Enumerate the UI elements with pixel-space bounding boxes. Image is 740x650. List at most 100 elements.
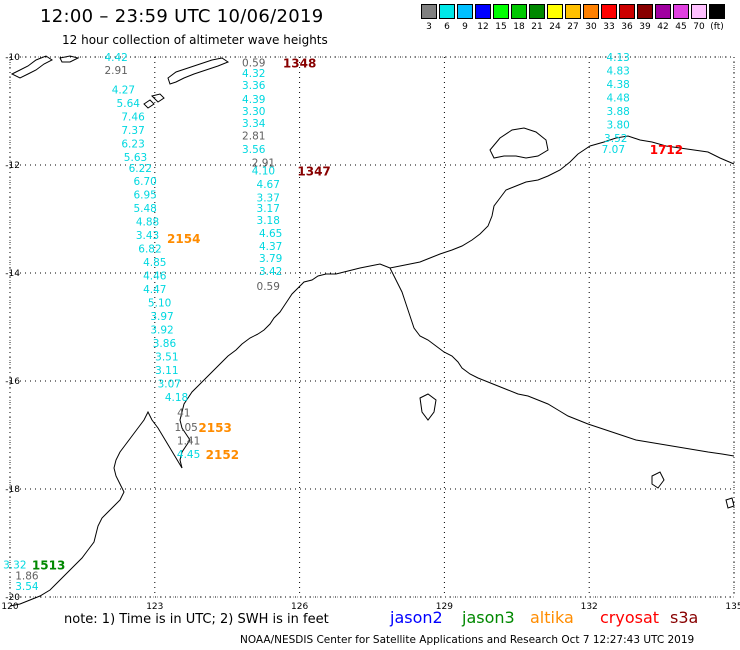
scale-swatch bbox=[709, 4, 725, 19]
wave-height-value: 4.32 bbox=[242, 68, 265, 80]
scale-label: 3 bbox=[426, 22, 432, 32]
wave-height-value: 6.22 bbox=[129, 163, 152, 175]
wave-height-value: 3.36 bbox=[242, 80, 266, 92]
scale-swatch bbox=[673, 4, 689, 19]
lat-tick-label: -18 bbox=[5, 485, 20, 495]
scale-swatch bbox=[493, 4, 509, 19]
scale-label: 30 bbox=[585, 22, 597, 32]
scale-label: 12 bbox=[477, 22, 489, 32]
coastline-island-sw bbox=[419, 393, 437, 421]
scale-swatch bbox=[565, 4, 581, 19]
scale-label: 42 bbox=[657, 22, 669, 32]
coastline-small-isle-1 bbox=[151, 93, 165, 103]
wave-height-value: 3.52 bbox=[604, 133, 627, 145]
wave-height-value: 4.27 bbox=[112, 84, 135, 96]
wave-height-value: 5.63 bbox=[124, 152, 147, 164]
wave-height-value: 4.85 bbox=[143, 257, 166, 269]
coastline-flores bbox=[59, 55, 80, 63]
wave-height-value: 3.37 bbox=[257, 192, 280, 204]
scale-swatch bbox=[547, 4, 563, 19]
scale-label: 27 bbox=[567, 22, 579, 32]
wave-height-value: 4.65 bbox=[259, 228, 282, 240]
wave-height-value: 3.30 bbox=[242, 106, 265, 118]
coastline bbox=[9, 55, 735, 607]
lon-tick-label: 123 bbox=[146, 602, 163, 612]
lon-tick-label: 129 bbox=[436, 602, 453, 612]
lon-tick-label: 126 bbox=[291, 602, 308, 612]
pass-time-label: 1348 bbox=[283, 56, 316, 70]
wave-height-value: 6.23 bbox=[121, 138, 144, 150]
satellite-altika: altika bbox=[530, 608, 574, 627]
lat-tick-label: -12 bbox=[5, 161, 20, 171]
wave-height-value: 4.47 bbox=[143, 284, 166, 296]
scale-label: 36 bbox=[621, 22, 633, 32]
wave-height-value: 3.18 bbox=[257, 215, 280, 227]
pass-time-label: 1347 bbox=[297, 164, 330, 178]
wave-height-value: 3.07 bbox=[158, 379, 181, 391]
wave-height-value: 3.79 bbox=[259, 253, 282, 265]
wave-height-value: 7.37 bbox=[121, 125, 144, 137]
scale-label: 15 bbox=[495, 22, 507, 32]
scale-swatch bbox=[601, 4, 617, 19]
lon-tick-label: 132 bbox=[581, 602, 598, 612]
wave-height-value: 1.05 bbox=[174, 422, 197, 434]
scale-label: 45 bbox=[675, 22, 687, 32]
wave-height-value: 3.88 bbox=[606, 106, 629, 118]
wave-height-value: 4.10 bbox=[252, 165, 275, 177]
coastline-small-isle-2 bbox=[143, 99, 155, 109]
footer-credit: NOAA/NESDIS Center for Satellite Applica… bbox=[240, 634, 695, 646]
wave-height-value: 4.42 bbox=[104, 52, 127, 64]
pass-time-label: 1513 bbox=[32, 559, 65, 573]
wave-height-value: 7.07 bbox=[602, 144, 625, 156]
coastline-arnhem bbox=[257, 135, 735, 335]
coastline-tiwi bbox=[489, 127, 549, 159]
wave-height-value: 4.38 bbox=[606, 79, 629, 91]
wave-height-value: 7.46 bbox=[121, 111, 145, 123]
scale-label: 33 bbox=[603, 22, 615, 32]
scale-swatch bbox=[439, 4, 455, 19]
scale-swatch bbox=[511, 4, 527, 19]
wave-height-value: 3.97 bbox=[150, 311, 173, 323]
lat-tick-label: -10 bbox=[5, 53, 20, 63]
wave-height-value: 4.88 bbox=[136, 217, 159, 229]
wave-height-value: 3.80 bbox=[606, 120, 629, 132]
pass-time-label: 2152 bbox=[206, 448, 239, 462]
scale-swatch bbox=[475, 4, 491, 19]
wave-height-value: 6.95 bbox=[133, 190, 156, 202]
lon-tick-label: 120 bbox=[1, 602, 18, 612]
pass-time-label: 1712 bbox=[650, 143, 683, 157]
scale-swatch bbox=[529, 4, 545, 19]
scale-swatch bbox=[619, 4, 635, 19]
pass-time-label: 2153 bbox=[198, 421, 231, 435]
scale-swatch bbox=[637, 4, 653, 19]
wave-height-value: 3.92 bbox=[150, 325, 173, 337]
scale-label: 24 bbox=[549, 22, 561, 32]
scale-label: 18 bbox=[513, 22, 525, 32]
wave-height-value: 4.48 bbox=[606, 93, 629, 105]
scale-swatch bbox=[691, 4, 707, 19]
wave-height-value: 0.59 bbox=[242, 57, 265, 69]
scale-label: 21 bbox=[531, 22, 543, 32]
footer-note: note: 1) Time is in UTC; 2) SWH is in fe… bbox=[64, 612, 329, 627]
wave-height-value: 4.46 bbox=[143, 271, 167, 283]
coastline-pilbara bbox=[9, 410, 183, 607]
wave-height-value: 5.64 bbox=[117, 98, 141, 110]
coastline-gulf-east bbox=[389, 267, 735, 457]
lat-tick-label: -20 bbox=[5, 593, 20, 603]
lon-tick-label: 135 bbox=[725, 602, 740, 612]
wave-height-value: 3.17 bbox=[257, 203, 280, 215]
satellite-jason3: jason3 bbox=[462, 608, 515, 627]
wave-height-value: 3.34 bbox=[242, 118, 266, 130]
wave-height-value: 4.83 bbox=[606, 66, 629, 78]
wave-height-value: 4.13 bbox=[606, 52, 629, 64]
wave-height-value: 3.43 bbox=[136, 230, 159, 242]
wave-height-value: 3.86 bbox=[153, 338, 177, 350]
scale-label: 6 bbox=[444, 22, 450, 32]
scale-label: 39 bbox=[639, 22, 651, 32]
wave-height-value: 2.81 bbox=[242, 130, 265, 142]
satellite-s3a: s3a bbox=[670, 608, 699, 627]
wave-height-value: 2.91 bbox=[104, 65, 127, 77]
wave-height-value: 3.11 bbox=[155, 365, 178, 377]
